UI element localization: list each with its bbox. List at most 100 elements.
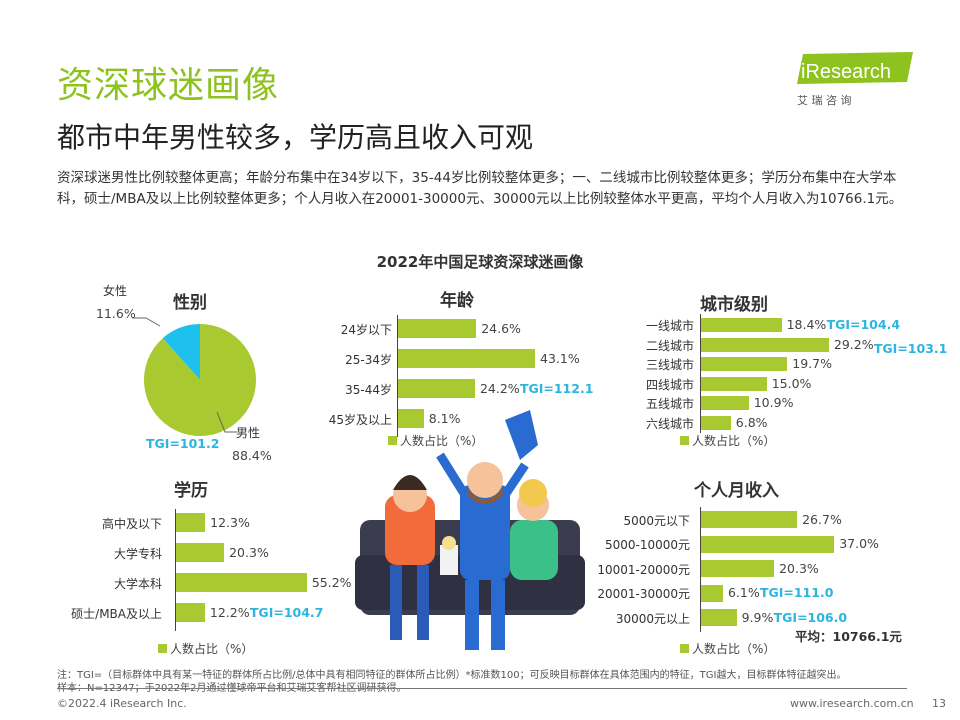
education-value-label: 12.3% (210, 514, 250, 530)
income-bar (701, 511, 798, 528)
education-tgi-label: TGI=104.7 (249, 604, 324, 620)
legend-label: 人数占比（%） (170, 642, 254, 656)
summary-paragraph: 资深球迷男性比例较整体更高；年龄分布集中在34岁以下，35-44岁比例较整体更多… (57, 170, 903, 207)
pie-slice-male (144, 324, 256, 436)
legend-label: 人数占比（%） (692, 434, 776, 448)
education-bar (176, 543, 225, 562)
education-value-label: 12.2% (209, 604, 250, 620)
income-average: 平均：10766.1元 (795, 629, 902, 644)
note-tgi: 注：TGI=（目标群体中具有某一特征的群体所占比例/总体中具有相同特征的群体所占… (57, 670, 847, 681)
income-bar (701, 560, 775, 577)
education-legend: 人数占比（%） (158, 640, 253, 657)
age-value-label: 24.2% (479, 380, 520, 396)
city-bar (701, 376, 767, 391)
city-bar (701, 318, 782, 332)
city-category-label: 五线城市 (645, 397, 694, 411)
city-value-label: 29.2% (833, 336, 874, 352)
age-value-label: 43.1% (540, 350, 580, 366)
city-legend: 人数占比（%） (680, 432, 775, 449)
website: www.iresearch.com.cn (790, 697, 914, 710)
age-category-label: 45岁及以上 (328, 412, 392, 427)
city-title: 城市级别 (700, 295, 768, 315)
education-bar (176, 513, 206, 532)
city-value-label: 6.8% (735, 414, 768, 430)
city-category-label: 二线城市 (645, 338, 694, 353)
legend-label: 人数占比（%） (692, 642, 776, 656)
male-value: 88.4% (232, 448, 272, 463)
education-bar (176, 573, 307, 592)
income-category-label: 20001-30000元 (597, 587, 690, 601)
education-category-label: 硕士/MBA及以上 (71, 606, 162, 621)
city-tgi-label: TGI=103.1 (873, 340, 948, 356)
age-bar (398, 319, 477, 338)
age-bar (398, 409, 424, 428)
logo-sub: 艾 瑞 咨 询 (797, 93, 852, 107)
income-value-label: 9.9% (741, 609, 774, 625)
chart-title: 2022年中国足球资深球迷画像 (376, 253, 584, 271)
income-bar (701, 609, 737, 626)
city-value-label: 15.0% (771, 375, 812, 391)
city-tgi-label: TGI=104.4 (826, 317, 901, 332)
city-value-label: 19.7% (792, 356, 832, 371)
income-tgi-label: TGI=111.0 (759, 585, 834, 600)
city-category-label: 一线城市 (645, 319, 694, 333)
iresearch-logo: iResearch 艾 瑞 咨 询 (795, 52, 915, 114)
education-value-label: 20.3% (229, 544, 269, 560)
copyright: ©2022.4 iResearch Inc. (57, 697, 187, 710)
income-value-label: 26.7% (802, 511, 842, 527)
income-axis (700, 507, 701, 632)
legend-swatch (680, 436, 689, 445)
footer-divider (57, 688, 907, 689)
legend-label: 人数占比（%） (400, 434, 484, 448)
income-bar (701, 535, 835, 553)
income-bar (701, 584, 723, 602)
income-value-label: 37.0% (839, 536, 879, 551)
page-number: 13 (932, 697, 946, 710)
page-title: 资深球迷画像 (57, 65, 280, 106)
age-value-label: 8.1% (428, 410, 461, 426)
age-bar (398, 379, 475, 398)
female-value: 11.6% (96, 306, 136, 321)
male-label: 男性 (236, 426, 261, 440)
income-title: 个人月收入 (694, 481, 779, 501)
education-axis (175, 509, 176, 631)
legend-swatch (158, 644, 167, 653)
income-category-label: 10001-20000元 (597, 562, 690, 577)
age-category-label: 35-44岁 (345, 382, 392, 397)
income-value-label: 6.1% (727, 585, 760, 600)
city-value-label: 10.9% (753, 395, 794, 410)
education-title: 学历 (174, 481, 208, 501)
age-tgi-label: TGI=112.1 (519, 380, 594, 396)
age-category-label: 25-34岁 (345, 352, 392, 367)
age-title: 年龄 (440, 291, 474, 311)
education-category-label: 高中及以下 (101, 516, 162, 531)
city-category-label: 六线城市 (645, 416, 694, 431)
city-axis (700, 314, 701, 433)
income-legend: 人数占比（%） (680, 640, 775, 657)
age-value-label: 24.6% (481, 320, 521, 336)
income-category-label: 5000-10000元 (604, 538, 690, 552)
income-value-label: 20.3% (779, 560, 819, 576)
gender-pie (144, 324, 256, 436)
education-category-label: 大学本科 (113, 576, 162, 591)
note-sample: 样本：N=12347；于2022年2月通过懂球帝平台和艾瑞艾客帮社区调研获得。 (57, 679, 406, 694)
education-value-label: 55.2% (311, 574, 352, 590)
city-bar (701, 337, 829, 352)
education-bar (176, 603, 205, 622)
income-category-label: 5000元以下 (623, 513, 690, 528)
age-category-label: 24岁以下 (340, 322, 392, 337)
fans-illustration (355, 410, 585, 650)
page-subtitle: 都市中年男性较多，学历高且收入可观 (57, 121, 534, 154)
city-bar (701, 357, 788, 371)
legend-swatch (388, 436, 397, 445)
city-category-label: 四线城市 (645, 377, 694, 392)
gender-title: 性别 (173, 293, 207, 313)
gender-tgi: TGI=101.2 (146, 436, 220, 451)
education-category-label: 大学专科 (113, 546, 162, 561)
pie-slice-female (162, 324, 200, 380)
age-bar (398, 349, 536, 368)
city-category-label: 三线城市 (645, 358, 694, 372)
age-axis (397, 315, 398, 437)
income-tgi-label: TGI=106.0 (773, 609, 848, 625)
income-category-label: 30000元以上 (615, 611, 690, 626)
